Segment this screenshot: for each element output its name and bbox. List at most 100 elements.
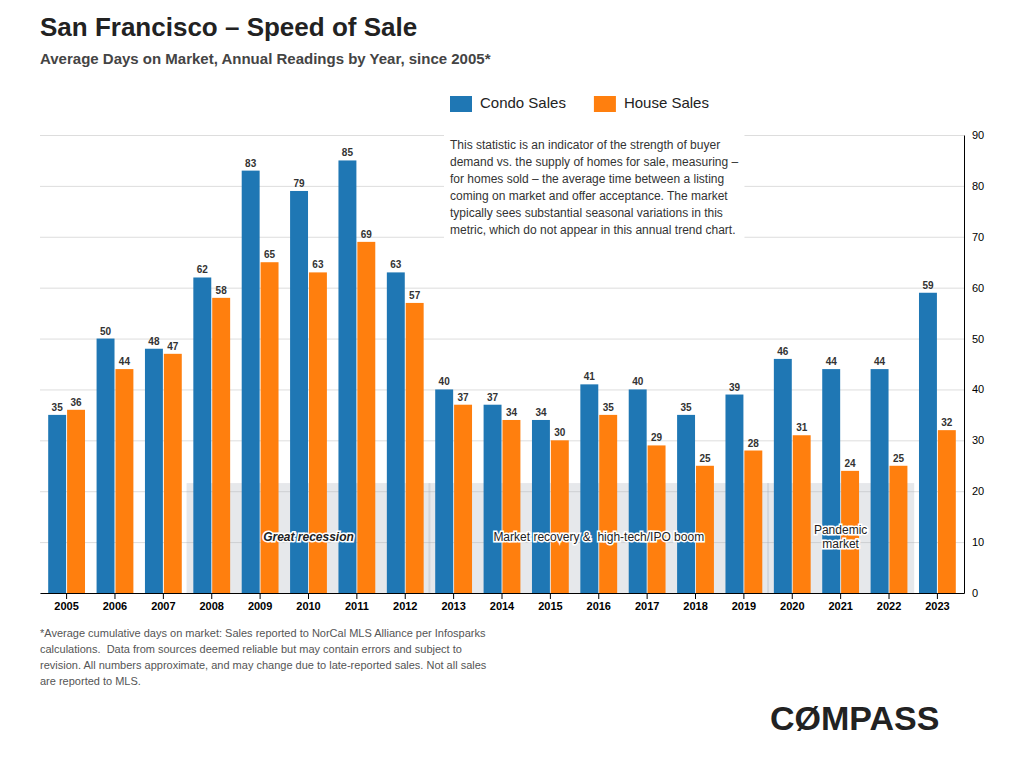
x-tick: 2018 [683,593,707,612]
y-tick-label: 80 [972,180,984,192]
data-label: 37 [487,392,499,403]
chart-svg: San Francisco – Speed of SaleAverage Day… [0,0,1024,768]
x-tick: 2007 [151,593,175,612]
data-label: 35 [603,402,615,413]
x-tick-label: 2016 [587,600,611,612]
bar [435,389,453,593]
text-line: demand vs. the supply of homes for sale,… [450,155,738,169]
data-label: 62 [197,264,209,275]
data-label: 59 [922,280,934,291]
note-group: This statistic is an indicator of the st… [444,134,744,241]
bar-series [67,242,956,593]
bar [889,466,907,593]
data-label: 41 [584,371,596,382]
data-label: 48 [148,336,160,347]
era-label: Market recovery & high-tech/IPO boom [493,530,704,544]
text-line: Pandemic [814,523,867,537]
x-tick: 2009 [248,593,272,612]
tick-mark [308,593,309,599]
tick-mark [114,593,115,599]
y-tick-label: 30 [972,434,984,446]
y-tick-label: 90 [972,129,984,141]
x-tick: 2021 [828,593,852,612]
data-label: 39 [729,382,741,393]
x-tick-label: 2013 [441,600,465,612]
x-tick-label: 2005 [54,600,78,612]
x-tick: 2012 [393,593,417,612]
x-tick: 2022 [877,593,901,612]
legend: Condo SalesHouse Sales [450,94,709,112]
tick-mark [502,593,503,599]
data-label: 65 [264,249,276,260]
data-label: 30 [554,427,566,438]
x-axis: 2005200620072008200920102011201220132014… [41,593,965,612]
bar [484,405,502,593]
chart-container: San Francisco – Speed of SaleAverage Day… [0,0,1024,768]
bar [744,451,762,593]
era-label: Great recession [263,530,354,544]
text-line: *Average cumulative days on market: Sale… [40,627,486,639]
y-tick-label: 10 [972,536,984,548]
era-band [428,483,769,593]
data-label: 24 [845,458,857,469]
tick-mark [647,593,648,599]
tick-mark [356,593,357,599]
bar [938,430,956,593]
data-label: 31 [796,422,808,433]
data-label: 44 [119,356,131,367]
data-label: 69 [361,229,373,240]
tick-mark [840,593,841,599]
bar [387,272,405,593]
bar [629,389,647,593]
x-tick-label: 2008 [199,600,223,612]
bar [454,405,472,593]
x-tick: 2008 [199,593,223,612]
data-label: 29 [651,432,663,443]
x-tick-label: 2007 [151,600,175,612]
bar [97,339,115,593]
tick-mark [211,593,212,599]
text-line: market [822,537,859,551]
x-tick-label: 2011 [345,600,369,612]
data-label: 79 [293,178,305,189]
data-labels: 3550486283798563403734414035394644445936… [52,147,953,468]
bar [793,435,811,593]
x-tick: 2020 [780,593,804,612]
x-tick: 2015 [538,593,562,612]
x-tick-label: 2006 [103,600,127,612]
data-label: 85 [342,147,354,158]
data-label: 63 [390,259,402,270]
tick-mark [550,593,551,599]
data-label: 50 [100,326,112,337]
x-tick-label: 2018 [683,600,707,612]
x-tick-label: 2022 [877,600,901,612]
data-label: 25 [699,453,711,464]
bar [357,242,375,593]
legend-swatch [450,96,472,112]
grid-line [40,288,964,289]
bar [48,415,66,593]
data-label: 40 [632,376,644,387]
bar [145,349,163,593]
bar [193,277,211,593]
data-label: 25 [893,453,905,464]
data-label: 58 [216,285,228,296]
y-tick-label: 20 [972,485,984,497]
x-tick: 2019 [732,593,756,612]
era-labels: Great recession Market recovery & high-te… [263,523,867,551]
bar [725,395,743,593]
tick-mark [453,593,454,599]
x-tick-label: 2017 [635,600,659,612]
text-line: Market recovery & high-tech/IPO boom [493,530,704,544]
data-label: 44 [826,356,838,367]
text-line: for homes sold – the average time betwee… [450,172,724,186]
bar [580,384,598,593]
plot-area: 0102030405060708090200520062007200820092… [40,129,984,612]
note-background [444,134,744,241]
x-tick: 2013 [441,593,465,612]
y-tick-label: 40 [972,383,984,395]
x-tick: 2005 [54,593,78,612]
x-tick-label: 2021 [828,600,852,612]
bar [502,420,520,593]
logo: CØMPASS [770,699,939,737]
